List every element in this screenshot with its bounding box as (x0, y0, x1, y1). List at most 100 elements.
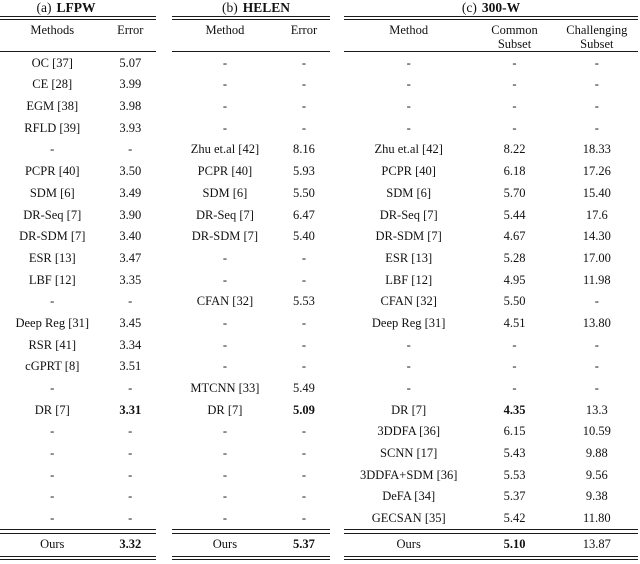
table-row: DR-Seq [7] 6.47 (172, 204, 330, 226)
value-cell: - (301, 55, 306, 70)
value-cell: 5.09 (292, 402, 315, 417)
value-cell: 10.59 (582, 424, 611, 439)
value-cell: - (301, 272, 306, 287)
value-cell: 5.40 (292, 229, 315, 244)
table-row: -- (0, 378, 156, 400)
method-cell: LBF [12] (28, 272, 76, 287)
method-cell: - (222, 511, 228, 526)
double-rule (0, 16, 156, 21)
value-cell: 5.28 (503, 250, 526, 265)
method-cell: - (222, 424, 228, 439)
table-row: --- (344, 334, 638, 356)
method-cell: DR-SDM [7] (375, 229, 442, 244)
value-cell: 17.00 (582, 250, 611, 265)
method-cell: - (50, 424, 55, 439)
method-cell: - (406, 359, 411, 374)
ours-row: Ours 3.32 (0, 534, 156, 556)
value-cell: - (594, 120, 599, 135)
table-row: LBF [12] 4.95 11.98 (344, 269, 638, 291)
table-body: OC [37] 5.07 CE [28] 3.99 EGM [38] 3.98 RFLD [… (0, 52, 156, 529)
value-cell: - (128, 511, 133, 526)
value-cell: - (512, 359, 517, 374)
table-row: SCNN [17] 5.43 9.88 (344, 443, 638, 465)
method-cell: - (406, 99, 411, 114)
value-cell: - (301, 250, 306, 265)
value-cell: 3.45 (119, 315, 142, 330)
method-cell: DeFA [34] (382, 489, 436, 504)
value-cell: 5.42 (503, 511, 526, 526)
value-cell: 3.35 (119, 272, 142, 287)
value-cell: - (512, 337, 517, 352)
table-row: OC [37] 5.07 (0, 52, 156, 74)
method-cell: Ours (212, 537, 238, 552)
double-rule (0, 555, 156, 561)
value-cell: - (128, 294, 133, 309)
table-row: CFAN [32] 5.53 (172, 291, 330, 313)
value-cell: - (594, 77, 599, 92)
table-row: SDM [6] 5.50 (172, 183, 330, 205)
method-cell: - (222, 99, 228, 114)
table-header: Methods Error (0, 20, 156, 51)
value-cell: 6.15 (503, 424, 526, 439)
column-header: Common Subset (491, 23, 538, 51)
table-helen: (b) HELEN Method Error - - - - - - - - Zhu et.al [… (172, 0, 330, 561)
table-row: cGPRT [8] 3.51 (0, 356, 156, 378)
value-cell: - (301, 120, 306, 135)
value-cell: 11.80 (582, 511, 611, 526)
method-cell: - (222, 337, 228, 352)
double-rule (344, 529, 638, 534)
value-cell: - (594, 337, 599, 352)
table-row: 3DDFA [36] 6.15 10.59 (344, 421, 638, 443)
double-rule (344, 16, 638, 21)
method-cell: CFAN [32] (196, 294, 254, 309)
table-row: PCPR [40] 5.93 (172, 161, 330, 183)
method-cell: CE [28] (32, 77, 73, 92)
method-cell: cGPRT [8] (25, 359, 80, 374)
method-cell: Ours (396, 537, 421, 552)
table-row: PCPR [40] 6.18 17.26 (344, 161, 638, 183)
table-row: -- (172, 52, 330, 74)
method-cell: 3DDFA [36] (377, 424, 440, 439)
value-cell: - (128, 424, 133, 439)
value-cell: - (594, 359, 599, 374)
caption-prefix: (a) (36, 0, 52, 15)
column-header: Method (205, 23, 245, 38)
value-cell: - (301, 424, 306, 439)
method-cell: - (50, 294, 55, 309)
caption-prefix: (c) (461, 0, 477, 15)
value-cell: - (301, 99, 306, 114)
value-cell: 5.70 (503, 185, 526, 200)
table-row: -- (0, 291, 156, 313)
value-cell: - (301, 315, 306, 330)
method-cell: CFAN [32] (380, 294, 437, 309)
method-cell: - (406, 55, 411, 70)
column-header: Method (389, 23, 429, 38)
table-row: DR-SDM [7] 5.40 (172, 226, 330, 248)
table-row: DR-Seq [7] 3.90 (0, 204, 156, 226)
value-cell: 3.34 (119, 337, 142, 352)
double-rule (172, 16, 330, 21)
method-cell: SDM [6] (29, 185, 75, 200)
value-cell: - (301, 446, 306, 461)
value-cell: - (301, 489, 306, 504)
value-cell: 15.40 (582, 185, 611, 200)
value-cell: 5.10 (503, 537, 526, 552)
table-row: -- (0, 464, 156, 486)
method-cell: SDM [6] (386, 185, 432, 200)
value-cell: 17.26 (582, 164, 611, 179)
value-cell: 5.37 (503, 489, 526, 504)
value-cell: 11.98 (582, 272, 611, 287)
method-cell: ESR [13] (28, 250, 76, 265)
value-cell: 3.47 (119, 250, 142, 265)
value-cell: 3.51 (119, 359, 142, 374)
value-cell: 3.40 (119, 229, 142, 244)
method-cell: - (50, 142, 55, 157)
value-cell: 9.88 (585, 446, 608, 461)
method-cell: LBF [12] (385, 272, 433, 287)
method-cell: - (50, 381, 55, 396)
value-cell: - (594, 294, 599, 309)
method-cell: - (406, 120, 411, 135)
value-cell: 6.18 (503, 164, 526, 179)
value-cell: 3.93 (119, 120, 142, 135)
method-cell: OC [37] (31, 55, 73, 70)
